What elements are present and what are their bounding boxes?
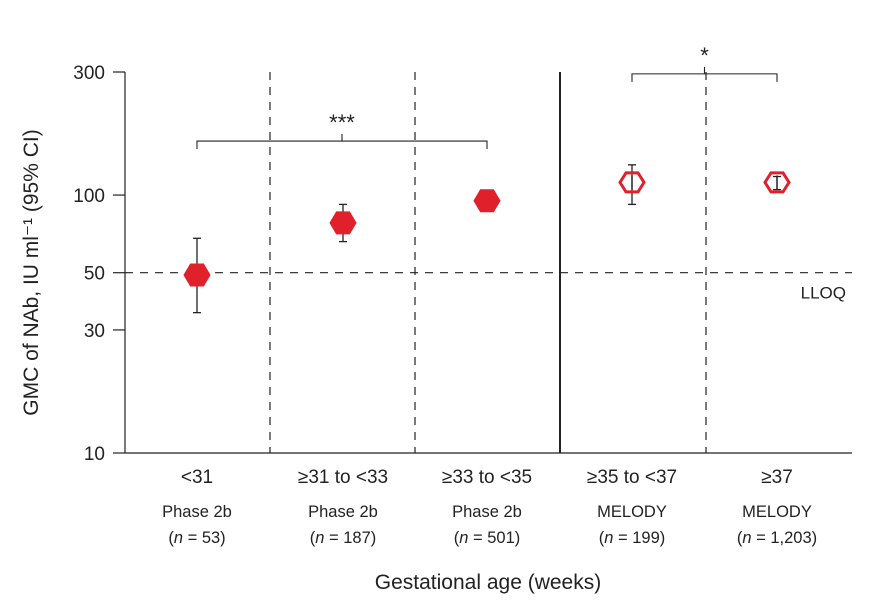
data-point-open	[763, 171, 791, 194]
y-tick-label: 10	[84, 444, 105, 465]
significance-bracket	[631, 66, 778, 82]
data-point-filled	[473, 189, 501, 213]
y-axis-title: GMC of NAb, IU ml⁻¹ (95% CI)	[20, 129, 43, 415]
significance-label: ***	[329, 110, 355, 135]
significance-bracket	[196, 134, 488, 150]
y-tick-label: 30	[84, 321, 105, 342]
axes: 10 30 50 100 300	[73, 63, 852, 465]
category-label: ≥31 to <33	[298, 467, 388, 488]
group-label: Phase 2b	[452, 503, 522, 521]
reference-line-group: LLOQ	[125, 272, 852, 303]
sample-size-label: (n = 53)	[168, 529, 225, 547]
group-label: Phase 2b	[162, 503, 232, 521]
sample-size-label: (n = 187)	[310, 529, 377, 547]
category-label: <31	[181, 467, 213, 488]
lloq-label: LLOQ	[801, 284, 846, 303]
significance-label: *	[700, 43, 709, 68]
group-label: MELODY	[742, 503, 812, 521]
data-marks	[183, 164, 791, 314]
category-label: ≥33 to <35	[442, 467, 532, 488]
data-point-filled	[329, 211, 357, 235]
category-label: ≥37	[761, 467, 793, 488]
y-tick-label: 100	[73, 186, 105, 207]
group-label: Phase 2b	[308, 503, 378, 521]
significance-brackets: ****	[196, 43, 778, 150]
separators	[269, 72, 707, 453]
sample-size-label: (n = 1,203)	[737, 529, 817, 547]
sample-size-label: (n = 501)	[454, 529, 521, 547]
data-point-filled	[183, 263, 211, 287]
group-label: MELODY	[597, 503, 667, 521]
y-tick-label: 300	[73, 63, 105, 84]
y-tick-label: 50	[84, 264, 105, 285]
data-point-open	[618, 171, 646, 194]
sample-size-label: (n = 199)	[599, 529, 666, 547]
x-axis-title: Gestational age (weeks)	[375, 571, 601, 594]
category-label: ≥35 to <37	[587, 467, 677, 488]
axis-labels: <31 Phase 2b (n = 53) ≥31 to <33 Phase 2b (n …	[20, 129, 817, 594]
